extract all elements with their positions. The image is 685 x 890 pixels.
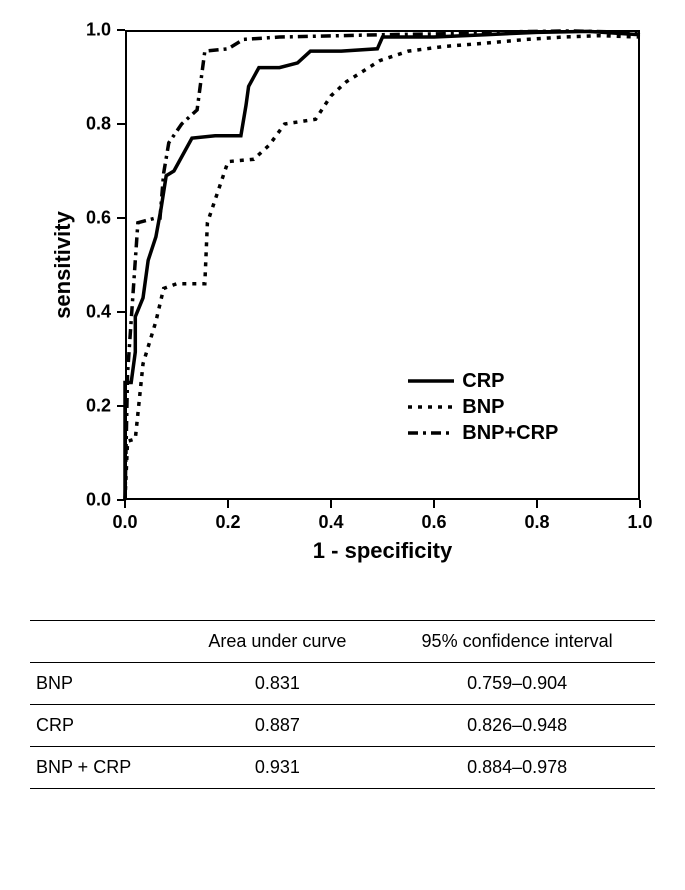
legend-item-crp: CRP (408, 368, 558, 394)
y-tick-mark (117, 311, 125, 313)
y-tick-label: 0.6 (77, 208, 111, 229)
y-tick-mark (117, 499, 125, 501)
y-tick-mark (117, 217, 125, 219)
cell-name: CRP (30, 705, 176, 747)
x-tick-label: 0.0 (112, 512, 137, 533)
x-tick-mark (639, 500, 641, 508)
legend: CRP BNP BNP+CRP (408, 368, 558, 446)
y-axis-label: sensitivity (50, 211, 76, 319)
y-tick-mark (117, 29, 125, 31)
page-root: 0.0 0.2 0.4 0.6 0.8 1.0 0.0 0.2 0.4 0.6 0.8 1.0 se… (0, 0, 685, 890)
y-tick-label: 1.0 (77, 20, 111, 41)
x-tick-mark (227, 500, 229, 508)
y-tick-label: 0.8 (77, 114, 111, 135)
cell-auc: 0.887 (176, 705, 380, 747)
series-bnp_crp (125, 31, 640, 500)
x-tick-label: 1.0 (627, 512, 652, 533)
roc-chart: 0.0 0.2 0.4 0.6 0.8 1.0 0.0 0.2 0.4 0.6 0.8 1.0 se… (30, 20, 655, 580)
col-blank (30, 621, 176, 663)
cell-name: BNP + CRP (30, 747, 176, 789)
auc-table: Area under curve 95% confidence interval… (30, 620, 655, 789)
legend-label-bnp_crp: BNP+CRP (462, 422, 558, 445)
cell-ci: 0.826–0.948 (379, 705, 655, 747)
y-tick-label: 0.2 (77, 396, 111, 417)
legend-swatch-bnp_crp (408, 423, 454, 443)
col-ci: 95% confidence interval (379, 621, 655, 663)
y-tick-label: 0.0 (77, 490, 111, 511)
x-tick-mark (330, 500, 332, 508)
legend-swatch-bnp (408, 397, 454, 417)
x-tick-label: 0.4 (318, 512, 343, 533)
table-row: BNP + CRP0.9310.884–0.978 (30, 747, 655, 789)
table-row: BNP0.8310.759–0.904 (30, 663, 655, 705)
series-bnp (125, 36, 640, 500)
cell-ci: 0.884–0.978 (379, 747, 655, 789)
y-tick-mark (117, 405, 125, 407)
x-tick-label: 0.2 (215, 512, 240, 533)
legend-item-bnp: BNP (408, 394, 558, 420)
cell-name: BNP (30, 663, 176, 705)
cell-auc: 0.931 (176, 747, 380, 789)
auc-table-element: Area under curve 95% confidence interval… (30, 620, 655, 789)
y-tick-mark (117, 123, 125, 125)
cell-ci: 0.759–0.904 (379, 663, 655, 705)
legend-label-crp: CRP (462, 370, 504, 393)
x-tick-label: 0.6 (421, 512, 446, 533)
table-row: CRP0.8870.826–0.948 (30, 705, 655, 747)
cell-auc: 0.831 (176, 663, 380, 705)
x-tick-mark (536, 500, 538, 508)
x-tick-label: 0.8 (524, 512, 549, 533)
roc-curves-svg (30, 20, 655, 580)
x-tick-mark (124, 500, 126, 508)
y-tick-label: 0.4 (77, 302, 111, 323)
legend-item-bnp_crp: BNP+CRP (408, 420, 558, 446)
x-tick-mark (433, 500, 435, 508)
legend-swatch-crp (408, 371, 454, 391)
col-auc: Area under curve (176, 621, 380, 663)
table-header-row: Area under curve 95% confidence interval (30, 621, 655, 663)
series-crp (125, 31, 640, 500)
x-axis-label: 1 - specificity (313, 538, 452, 564)
legend-label-bnp: BNP (462, 396, 504, 419)
